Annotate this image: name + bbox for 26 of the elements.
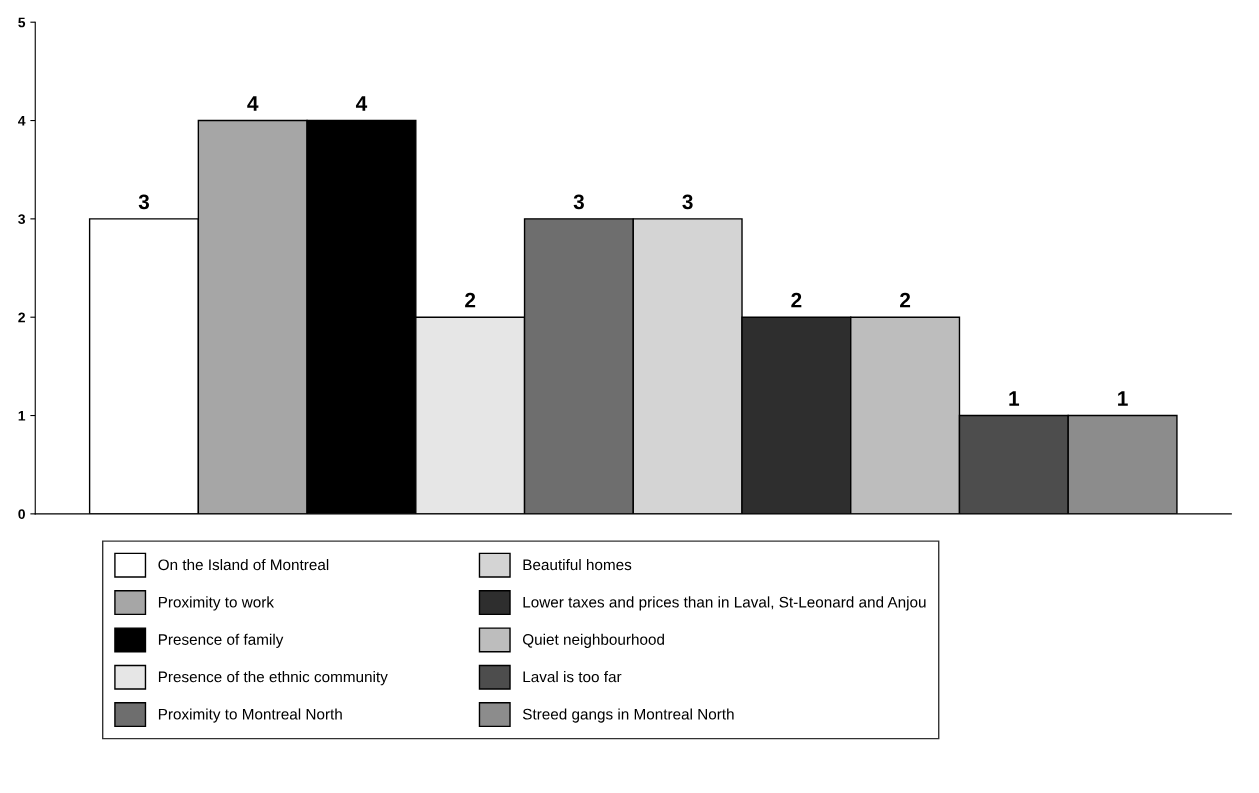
y-tick-label: 4 xyxy=(18,116,26,126)
legend-label: Presence of the ethnic community xyxy=(158,671,388,686)
data-label: 1 xyxy=(1009,391,1020,406)
y-tick-label: 5 xyxy=(18,17,26,28)
legend-label: Quiet neighbourhood xyxy=(522,633,664,648)
legend-label: Proximity to work xyxy=(158,596,275,611)
legend-label: Proximity to Montreal North xyxy=(158,708,342,723)
legend-label: Presence of family xyxy=(158,633,284,648)
legend-label: On the Island of Montreal xyxy=(158,558,329,571)
y-tick-label: 1 xyxy=(18,411,26,421)
legend-label: Laval is too far xyxy=(523,671,622,683)
data-label: 3 xyxy=(138,194,150,210)
legend-label: Beautiful homes xyxy=(523,558,632,571)
data-label: 1 xyxy=(1118,391,1128,406)
data-label: 2 xyxy=(900,292,911,308)
data-label: 3 xyxy=(573,194,584,210)
legend-label: Lower taxes and prices than in Laval, St-Leonard and Anjou xyxy=(523,596,926,611)
y-tick-label: 0 xyxy=(18,509,25,520)
data-label: 3 xyxy=(682,194,693,210)
y-tick-label: 2 xyxy=(18,312,25,323)
data-label: 4 xyxy=(247,96,259,111)
data-label: 2 xyxy=(465,292,476,308)
legend-label: Streed gangs in Montreal North xyxy=(522,708,734,723)
data-label: 2 xyxy=(791,292,802,308)
y-tick-label: 3 xyxy=(18,214,26,225)
data-label: 4 xyxy=(355,96,368,111)
